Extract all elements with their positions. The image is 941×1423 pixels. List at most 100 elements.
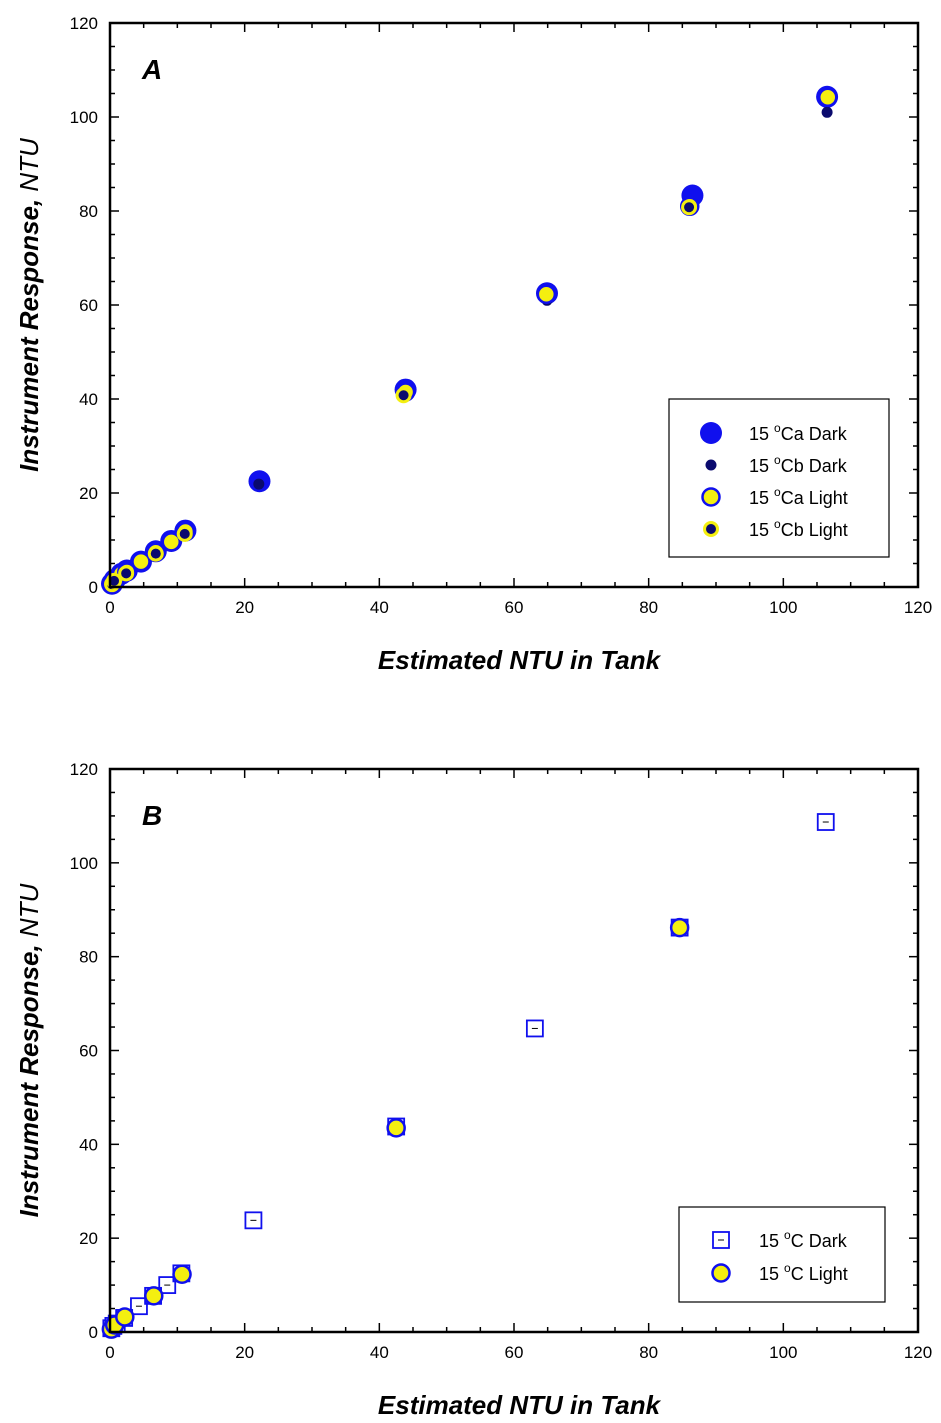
panel-a-x-tick-label: 60 xyxy=(505,598,524,617)
panel-a-y-axis-title-main: Instrument Response, xyxy=(14,192,44,472)
panel-a-y-tick-label: 0 xyxy=(89,578,98,597)
panel-a-y-axis-title: Instrument Response, NTU xyxy=(14,138,44,472)
panel-a-series-2-point xyxy=(536,284,557,304)
panel-a-series-1-point xyxy=(821,106,833,118)
panel-a-x-tick-label: 120 xyxy=(904,598,932,617)
panel-b-legend-label-1: 15 oC Light xyxy=(759,1261,848,1284)
panel-b-x-tick-label: 20 xyxy=(235,1343,254,1362)
panel-b-legend-label-1-prefix: 15 xyxy=(759,1264,784,1284)
panel-b-legend-box xyxy=(678,1206,886,1303)
panel-b-series-1-point xyxy=(115,1307,135,1327)
panel-a-legend-label-2-suffix: Ca Light xyxy=(781,488,848,508)
panel-b-series-0-point xyxy=(158,1276,177,1294)
panel-b-y-axis-title-main: Instrument Response, xyxy=(14,937,44,1217)
panel-a-x-tick-label: 80 xyxy=(639,598,658,617)
panel-b-y-tick-label: 20 xyxy=(79,1229,98,1248)
panel-a-legend-label-3-degree: o xyxy=(774,517,781,531)
panel-b-series-0-point xyxy=(816,813,835,831)
panel-a-series-3-point xyxy=(176,525,193,542)
panel-b-x-tick-label: 0 xyxy=(105,1343,114,1362)
panel-b-y-tick-label: 120 xyxy=(70,760,98,779)
panel-a-legend-label-1-suffix: Cb Dark xyxy=(781,456,848,476)
panel-a-y-tick-label: 80 xyxy=(79,202,98,221)
panel-b-y-tick-label: 60 xyxy=(79,1042,98,1061)
panel-b-legend-label-0-degree: o xyxy=(784,1228,791,1242)
panel-b-legend-label-1-degree: o xyxy=(784,1261,791,1275)
panel-a-x-tick-label: 100 xyxy=(769,598,797,617)
panel-b-x-tick-label: 120 xyxy=(904,1343,932,1362)
panel-a-series-1-point xyxy=(253,478,265,490)
panel-b-series-0-point xyxy=(244,1211,263,1230)
panel-b-tick-labels: 0 20 40 60 80 100 120 0 20 40 60 80 100 120 xyxy=(70,760,933,1362)
panel-a-legend-label-0-prefix: 15 xyxy=(749,424,774,444)
panel-a-series-3-point xyxy=(681,199,698,216)
panel-b-series-1-point xyxy=(144,1286,164,1306)
panel-a-legend-marker-2 xyxy=(701,487,721,507)
panel-b-y-tick-label: 0 xyxy=(89,1323,98,1342)
panel-b-series-1-point xyxy=(669,917,690,938)
panel-a-legend-label-1-degree: o xyxy=(774,453,781,467)
panel-b: 0 20 40 60 80 100 120 0 20 40 60 80 100 120 B Estimat… xyxy=(14,760,932,1420)
panel-a-legend-marker-1 xyxy=(705,459,717,471)
panel-a-legend-label-2: 15 oCa Light xyxy=(749,485,848,508)
panel-b-legend-label-0-prefix: 15 xyxy=(759,1231,784,1251)
panel-a-legend-label-1-prefix: 15 xyxy=(749,456,774,476)
panel-b-x-tick-label: 60 xyxy=(505,1343,524,1362)
panel-a-legend-label-3-prefix: 15 xyxy=(749,520,774,540)
panel-a-plot-frame xyxy=(108,21,920,589)
panel-a-y-tick-label: 120 xyxy=(70,14,98,33)
panel-b-series-1-point xyxy=(386,1118,406,1138)
panel-a-tick-labels: 0 20 40 60 80 100 120 0 20 40 60 80 100 120 xyxy=(70,14,933,617)
panel-b-series-0-point xyxy=(130,1297,148,1316)
panel-b-y-tick-label: 40 xyxy=(79,1135,98,1154)
panel-b-legend-marker-1 xyxy=(711,1263,731,1283)
panel-a-x-tick-label: 0 xyxy=(105,598,114,617)
panel-a-series-3-point xyxy=(395,387,412,404)
panel-a-legend-label-0-degree: o xyxy=(774,421,781,435)
panel-a-legend-label-3-suffix: Cb Light xyxy=(781,520,848,540)
panel-a-x-tick-label: 20 xyxy=(235,598,254,617)
panel-a-series-2-point xyxy=(161,532,182,552)
panel-b-legend-label-0-suffix: C Dark xyxy=(791,1231,848,1251)
panel-a-x-axis-title: Estimated NTU in Tank xyxy=(378,645,662,675)
panel-a-series-2-point xyxy=(131,551,151,572)
panel-a-x-tick-label: 40 xyxy=(370,598,389,617)
panel-a-series-3-point xyxy=(147,545,164,562)
panel-b-points xyxy=(101,813,835,1339)
panel-a-y-tick-label: 100 xyxy=(70,108,98,127)
panel-a-legend-marker-3 xyxy=(703,521,719,537)
panel-b-y-axis-title-unit: NTU xyxy=(14,883,44,937)
panel-b-plot-frame xyxy=(108,767,920,1334)
panel-b-letter: B xyxy=(142,800,162,831)
panel-a-letter: A xyxy=(141,54,162,85)
panel-b-legend-label-1-suffix: C Light xyxy=(791,1264,848,1284)
panel-b-x-tick-label: 40 xyxy=(370,1343,389,1362)
panel-b-x-axis-title: Estimated NTU in Tank xyxy=(378,1390,662,1420)
panel-b-legend-marker-0 xyxy=(712,1231,730,1249)
panel-a-legend-label-0: 15 oCa Dark xyxy=(749,421,848,444)
panel-b-legend-label-0: 15 oC Dark xyxy=(759,1228,848,1251)
panel-a-legend-label-3: 15 oCb Light xyxy=(749,517,848,540)
panel-b-x-tick-label: 100 xyxy=(769,1343,797,1362)
panel-a-legend-label-2-degree: o xyxy=(774,485,781,499)
panel-b-x-tick-label: 80 xyxy=(639,1343,658,1362)
panel-b-y-axis-title: Instrument Response, NTU xyxy=(14,883,44,1217)
panel-a-y-tick-label: 60 xyxy=(79,296,98,315)
panel-a-points xyxy=(101,85,839,595)
panel-a-legend-marker-0 xyxy=(700,422,722,444)
panel-b-y-tick-label: 100 xyxy=(70,854,98,873)
panel-a-y-tick-label: 20 xyxy=(79,484,98,503)
panel-a-legend-label-2-prefix: 15 xyxy=(749,488,774,508)
panel-b-y-tick-label: 80 xyxy=(79,948,98,967)
panel-b-series-1-point xyxy=(172,1264,192,1285)
panel-a-series-2-point xyxy=(818,87,838,108)
panel-b-series-0-point xyxy=(525,1019,544,1038)
panel-a-legend-label-0-suffix: Ca Dark xyxy=(781,424,848,444)
panel-a-series-3-point xyxy=(118,565,135,582)
panel-a: 0 20 40 60 80 100 120 0 20 40 60 80 100 120 A Estimat… xyxy=(14,14,932,675)
panel-a-legend-label-1: 15 oCb Dark xyxy=(749,453,848,476)
panel-a-y-axis-title-unit: NTU xyxy=(14,138,44,192)
